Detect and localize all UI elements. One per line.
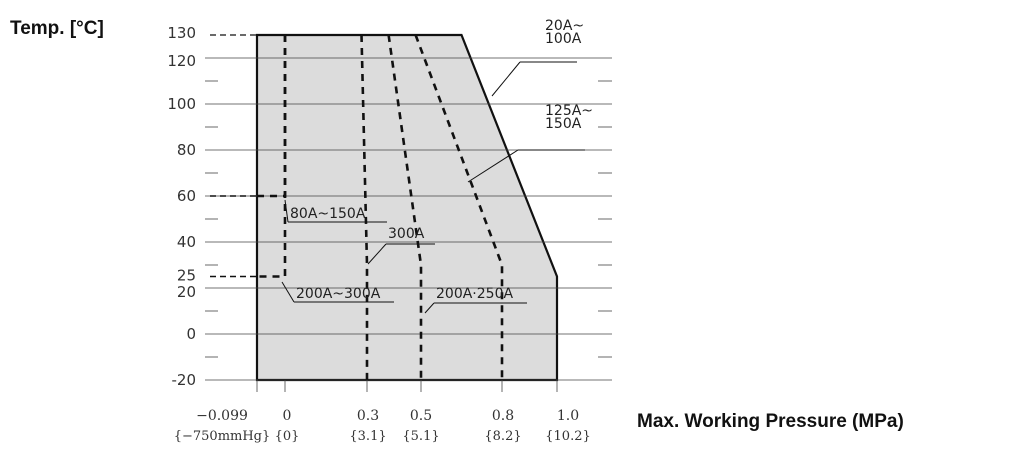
x-tick-sublabel: {3.1} (349, 429, 386, 444)
y-tick-label: 130 (167, 24, 196, 42)
x-tick-label: 1.0 (557, 408, 579, 424)
x-tick-label: 0.3 (357, 408, 379, 424)
y-tick-label: 60 (177, 187, 196, 205)
x-axis-title: Max. Working Pressure (MPa) (637, 411, 904, 432)
y-tick-label: 80 (177, 141, 196, 159)
x-tick-sublabel: {8.2} (484, 429, 521, 444)
x-tick-sublabel: {5.1} (402, 429, 439, 444)
limit-curve-125A-150A (414, 34, 504, 380)
y-tick-label: 100 (167, 95, 196, 113)
annotation-label: 300A (388, 226, 425, 242)
annotation-leader (284, 199, 289, 223)
annotation-leader (491, 61, 521, 97)
x-tick-label: 0 (283, 408, 292, 424)
x-tick-sublabel: {10.2} (545, 429, 591, 444)
annotation-label: 125A~ (545, 103, 593, 119)
annotation-label: 100A (545, 31, 582, 47)
y-tick-label: -20 (172, 371, 197, 389)
limit-curves-layer (257, 34, 504, 380)
y-tick-label: 20 (177, 283, 196, 301)
y-tick-label: 0 (186, 325, 196, 343)
x-tick-sublabel: {−750mmHg} (174, 429, 271, 444)
x-tick-sublabel: {0} (275, 429, 300, 444)
annotation-label: 200A·250A (436, 286, 513, 302)
annotations-layer: 20A~100A 125A~150A 80A~150A 300A 200A~300A 20… (281, 18, 593, 314)
annotation-leader (281, 281, 295, 303)
annotation-label: 150A (545, 116, 582, 132)
y-tick-label: 120 (167, 52, 196, 70)
annotation-leader (467, 149, 519, 183)
y-axis-title: Temp. [°C] (10, 18, 104, 39)
y-tick-label: 40 (177, 233, 196, 251)
x-tick-label: −0.099 (196, 408, 248, 424)
annotation-label: 80A~150A (290, 206, 366, 222)
limit-curve-200A-300A (257, 35, 287, 278)
annotation-leader (424, 302, 435, 314)
annotation-label: 20A~ (545, 18, 584, 34)
annotation-label: 200A~300A (296, 286, 381, 302)
x-tick-label: 0.8 (492, 408, 514, 424)
x-tick-label: 0.5 (410, 408, 432, 424)
annotation-leader (367, 243, 387, 265)
y-tick-label: 25 (177, 267, 196, 285)
